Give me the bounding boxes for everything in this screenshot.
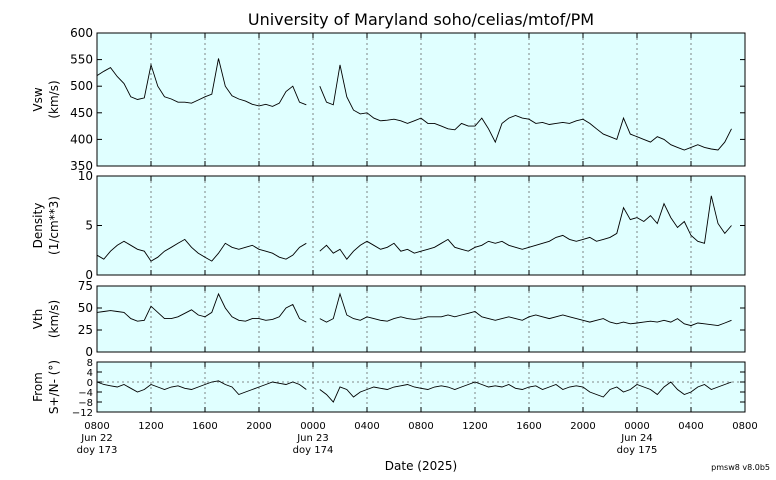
panel-2: 0 25 50 75 Vth (km/s) — [31, 279, 746, 359]
series-line — [96, 195, 732, 262]
x-tick-label: 0800 — [408, 421, 433, 432]
x-axis-label: Date (2025) — [385, 459, 457, 473]
y-tick-label: −12 — [72, 408, 93, 419]
y-tick-label: −4 — [78, 388, 93, 399]
x-tick-label: 0800 — [84, 421, 109, 432]
y-tick-label: 0 — [85, 268, 93, 282]
x-tick-label: 0400 — [354, 421, 379, 432]
x-tick-label: 0800 — [732, 421, 757, 432]
y-tick-label: 600 — [70, 26, 93, 40]
x-tick-label: 1600 — [192, 421, 217, 432]
y-tick-label: 0 — [85, 345, 93, 359]
x-tick-label: 0000 — [300, 421, 325, 432]
y-axis-unit-label: (km/s) — [47, 80, 61, 118]
y-axis-unit-label: (km/s) — [47, 300, 61, 338]
y-axis-label: Vth — [31, 309, 45, 330]
date-label: Jun 24 — [620, 433, 653, 444]
x-tick-label: 1200 — [462, 421, 487, 432]
doy-label: doy 175 — [617, 445, 658, 456]
doy-label: doy 174 — [293, 445, 334, 456]
panel-0: 350 400 450 500 550 600 Vsw (km/s) — [31, 26, 746, 173]
y-tick-label: 500 — [70, 79, 93, 93]
y-axis-label: From — [31, 372, 45, 402]
y-tick-label: 0 — [87, 378, 93, 389]
series-line — [96, 58, 732, 151]
date-label: Jun 22 — [80, 433, 113, 444]
y-axis-label: Density — [31, 203, 45, 249]
y-tick-label: 75 — [78, 279, 93, 293]
footer-version: pmsw8 v8.0b5 — [711, 463, 770, 472]
y-axis-label: Vsw — [31, 87, 45, 111]
chart-title: University of Maryland soho/celias/mtof/… — [248, 10, 594, 29]
panel-1: 0 5 10 Density (1/cm**3) — [31, 169, 746, 282]
y-tick-label: 4 — [87, 368, 93, 379]
y-tick-label: 8 — [87, 358, 93, 369]
x-tick-label: 2000 — [570, 421, 595, 432]
x-tick-label: 0000 — [624, 421, 649, 432]
x-tick-label: 1200 — [138, 421, 163, 432]
y-tick-label: 5 — [85, 219, 93, 233]
date-label: Jun 23 — [296, 433, 329, 444]
y-tick-label: 10 — [78, 169, 93, 183]
y-tick-label: 550 — [70, 53, 93, 67]
y-axis-unit-label: (1/cm**3) — [47, 196, 61, 255]
y-tick-label: −8 — [78, 398, 93, 409]
y-tick-label: 450 — [70, 106, 93, 120]
x-tick-label: 0400 — [678, 421, 703, 432]
doy-label: doy 173 — [77, 445, 118, 456]
y-tick-label: 25 — [78, 323, 93, 337]
y-axis-unit-label: S+/N- (°) — [47, 360, 61, 414]
series-line — [96, 380, 732, 403]
x-tick-label: 2000 — [246, 421, 271, 432]
x-tick-label: 1600 — [516, 421, 541, 432]
series-line — [96, 292, 732, 327]
y-tick-label: 50 — [78, 301, 93, 315]
y-tick-label: 350 — [70, 159, 93, 173]
y-tick-label: 400 — [70, 132, 93, 146]
panel-background — [97, 176, 745, 275]
